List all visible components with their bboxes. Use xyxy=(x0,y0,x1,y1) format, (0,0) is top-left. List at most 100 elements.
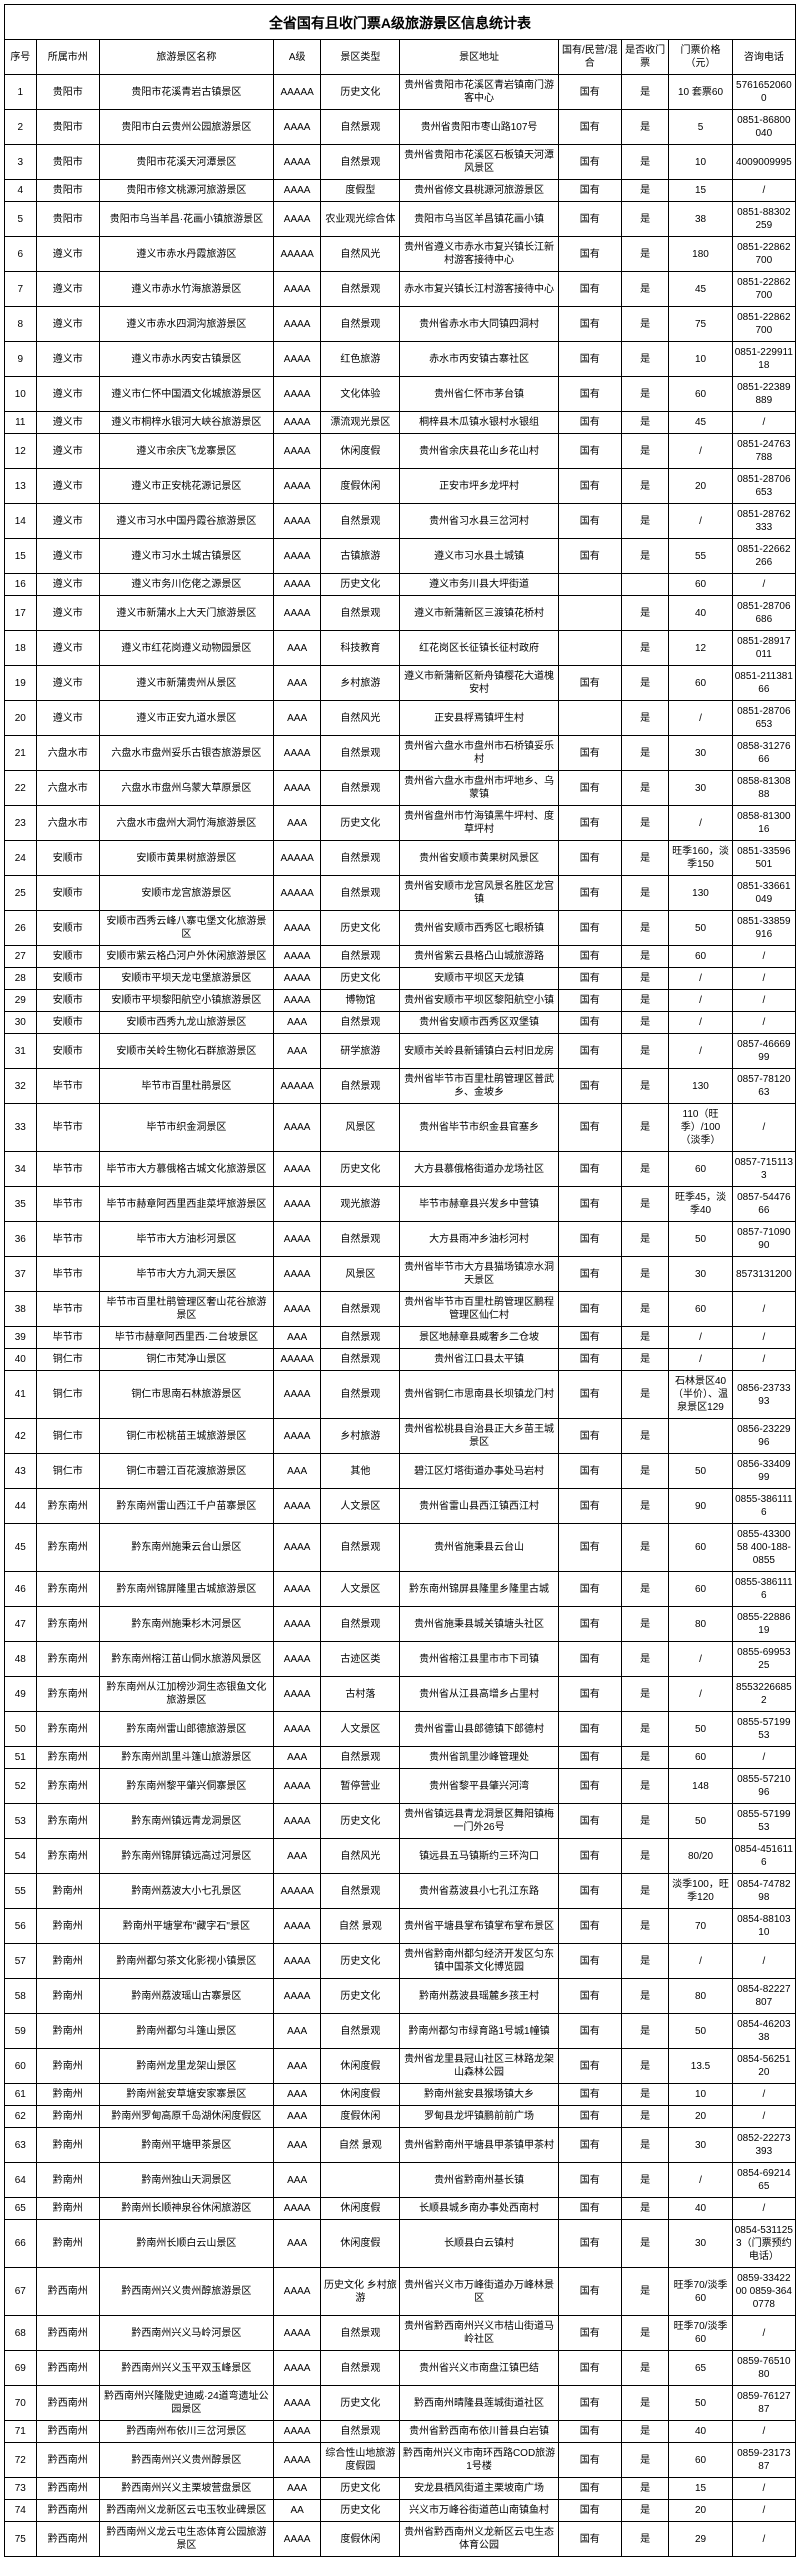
table-cell: 桐梓县木瓜镇水银村水银组 xyxy=(400,412,558,434)
table-cell: 0854-6921465 xyxy=(732,2163,795,2198)
table-cell: 黔南州 xyxy=(36,2014,99,2049)
table-cell: 是 xyxy=(621,1069,668,1104)
table-cell: / xyxy=(732,2106,795,2128)
table-cell: 自然景观 xyxy=(321,145,400,180)
table-cell: 50 xyxy=(669,2386,732,2421)
table-cell: 国有 xyxy=(558,2522,621,2557)
table-cell: 综合性山地旅游度假园 xyxy=(321,2443,400,2478)
table-cell: 国有 xyxy=(558,504,621,539)
table-cell: 铜仁市 xyxy=(36,1454,99,1489)
table-cell: 国有 xyxy=(558,75,621,110)
table-cell: AAAAA xyxy=(273,1069,320,1104)
table-row: 55黔南州黔南州荔波大小七孔景区AAAAA自然景观贵州省荔波县小七孔江东路国有是… xyxy=(5,1874,796,1909)
table-cell: 安顺市 xyxy=(36,876,99,911)
table-cell: 0855-5719953 xyxy=(732,1804,795,1839)
table-cell: AAAA xyxy=(273,307,320,342)
table-cell: 旺季70/淡季60 xyxy=(669,2268,732,2316)
table-cell: 是 xyxy=(621,145,668,180)
table-cell: 60 xyxy=(669,946,732,968)
table-cell: 44 xyxy=(5,1489,37,1524)
table-cell: 贵州省安顺市龙宫风景名胜区龙宫镇 xyxy=(400,876,558,911)
table-cell: AAA xyxy=(273,1839,320,1874)
table-cell: 50 xyxy=(669,2014,732,2049)
table-cell: 是 xyxy=(621,1489,668,1524)
table-cell: 15 xyxy=(669,2478,732,2500)
table-cell: 贵州省兴义市万峰街道办万峰林景区 xyxy=(400,2268,558,2316)
table-cell: 贵州省黎平县肇兴河湾 xyxy=(400,1769,558,1804)
table-cell: 黔南州荔波瑶山古寨景区 xyxy=(99,1979,273,2014)
table-cell: 度假休闲 xyxy=(321,469,400,504)
table-cell: 是 xyxy=(621,990,668,1012)
table-cell: 黔南州 xyxy=(36,1909,99,1944)
table-cell: 是 xyxy=(621,911,668,946)
table-cell: 历史文化 xyxy=(321,2386,400,2421)
table-cell: 铜仁市碧江百花渡旅游景区 xyxy=(99,1454,273,1489)
table-cell: 漂流观光景区 xyxy=(321,412,400,434)
table-cell: 74 xyxy=(5,2500,37,2522)
table-cell: 是 xyxy=(621,1909,668,1944)
table-cell: 48 xyxy=(5,1642,37,1677)
table-cell: 六盘水市 xyxy=(36,736,99,771)
table-cell: 黔西南州兴义玉平双玉峰景区 xyxy=(99,2351,273,2386)
table-cell: / xyxy=(669,1034,732,1069)
table-cell: 20 xyxy=(5,701,37,736)
table-cell: 贵阳市 xyxy=(36,180,99,202)
table-cell: / xyxy=(732,574,795,596)
table-row: 9遵义市遵义市赤水丙安古镇景区AAAA红色旅游赤水市丙安镇古寨社区国有是1008… xyxy=(5,342,796,377)
table-cell: 0858-8130888 xyxy=(732,771,795,806)
table-cell: 安顺市 xyxy=(36,990,99,1012)
table-row: 24安顺市安顺市黄果树旅游景区AAAAA自然景观贵州省安顺市黄果树风景区国有是旺… xyxy=(5,841,796,876)
table-cell: 0851-22862700 xyxy=(732,237,795,272)
table-row: 72黔西南州黔西南州兴义贵州醇景区AAAA综合性山地旅游度假园黔西南州兴义市南环… xyxy=(5,2443,796,2478)
table-cell: 国有 xyxy=(558,110,621,145)
table-cell: 贵州省榕江县里市市下司镇 xyxy=(400,1642,558,1677)
table-cell: 遵义市余庆飞龙寨景区 xyxy=(99,434,273,469)
table-cell: 黔西南州 xyxy=(36,2443,99,2478)
col-header-1: 所属市州 xyxy=(36,40,99,75)
table-cell: AAAA xyxy=(273,1804,320,1839)
table-cell: 40 xyxy=(669,596,732,631)
table-cell: AAAAA xyxy=(273,876,320,911)
table-cell: 13.5 xyxy=(669,2049,732,2084)
table-cell: 贵州省荔波县小七孔江东路 xyxy=(400,1874,558,1909)
table-cell: / xyxy=(732,946,795,968)
table-cell: 自然景观 xyxy=(321,1524,400,1572)
table-cell: / xyxy=(732,1349,795,1371)
table-cell: 黔西南州兴义主栗坡营盘景区 xyxy=(99,2478,273,2500)
table-cell: 毕节市赫章县兴发乡中营镇 xyxy=(400,1187,558,1222)
table-row: 63黔南州黔南州平塘甲茶景区AAA自然 景观贵州省黔南州平塘县甲茶镇甲茶村国有是… xyxy=(5,2128,796,2163)
table-cell: 贵阳市乌当羊昌·花画小镇旅游景区 xyxy=(99,202,273,237)
table-cell: 国有 xyxy=(558,1524,621,1572)
table-cell: 旺季45，淡季40 xyxy=(669,1187,732,1222)
table-cell: 自然景观 xyxy=(321,2014,400,2049)
table-cell: AAA xyxy=(273,1034,320,1069)
table-cell: AAAA xyxy=(273,1371,320,1419)
table-cell: 黔西南州 xyxy=(36,2316,99,2351)
table-cell: 24 xyxy=(5,841,37,876)
table-row: 53黔东南州黔东南州镇远青龙洞景区AAAA历史文化贵州省镇远县青龙洞景区舞阳镇梅… xyxy=(5,1804,796,1839)
table-cell: 自然景观 xyxy=(321,504,400,539)
table-cell: 是 xyxy=(621,2084,668,2106)
table-cell: 是 xyxy=(621,1257,668,1292)
table-cell: 遵义市新蒲水上大天门旅游景区 xyxy=(99,596,273,631)
table-cell: AAAA xyxy=(273,596,320,631)
table-cell: 遵义市 xyxy=(36,504,99,539)
table-cell: AAAA xyxy=(273,2443,320,2478)
table-cell: 18 xyxy=(5,631,37,666)
table-cell: 21 xyxy=(5,736,37,771)
table-cell: 30 xyxy=(669,736,732,771)
table-cell: 黔南州都匀市绿育路1号城1幢镇 xyxy=(400,2014,558,2049)
table-cell xyxy=(558,631,621,666)
table-cell: 黔东南州施秉云台山景区 xyxy=(99,1524,273,1572)
table-cell: AAAA xyxy=(273,1489,320,1524)
table-cell: 国有 xyxy=(558,2220,621,2268)
table-cell: 黔南州 xyxy=(36,2220,99,2268)
table-cell: 毕节市 xyxy=(36,1069,99,1104)
table-cell: 国有 xyxy=(558,841,621,876)
table-cell: 5 xyxy=(5,202,37,237)
table-cell: / xyxy=(732,2478,795,2500)
table-cell: 5 xyxy=(669,110,732,145)
table-cell: 国有 xyxy=(558,2478,621,2500)
table-cell: 国有 xyxy=(558,1677,621,1712)
table-row: 70黔西南州黔西南州兴隆陇史迪威·24道弯遗址公园景区AAAA历史文化黔西南州晴… xyxy=(5,2386,796,2421)
